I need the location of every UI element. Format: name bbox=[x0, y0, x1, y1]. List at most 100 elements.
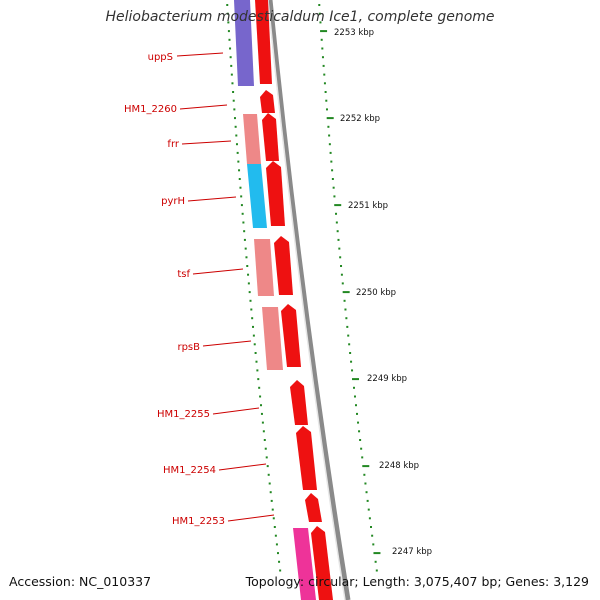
scale-tick bbox=[226, 12, 229, 15]
scale-tick bbox=[318, 12, 321, 15]
scale-tick bbox=[230, 73, 233, 76]
scale-tick bbox=[247, 282, 250, 285]
gene-pyrH-block[interactable] bbox=[247, 164, 267, 228]
scale-tick bbox=[346, 325, 349, 328]
scale-tick bbox=[359, 439, 362, 441]
gene-frr-arrow[interactable] bbox=[262, 113, 279, 161]
scale-tick bbox=[267, 473, 270, 476]
gene-rpsB-arrow[interactable] bbox=[281, 304, 301, 367]
scale-tick bbox=[373, 552, 381, 555]
kbp-label-2252: 2252 kbp bbox=[340, 114, 380, 124]
scale-tick bbox=[353, 395, 356, 398]
scale-tick bbox=[350, 360, 353, 363]
scale-tick bbox=[362, 465, 370, 468]
scale-tick bbox=[352, 386, 355, 389]
scale-tick bbox=[328, 143, 331, 146]
scale-tick bbox=[364, 482, 367, 485]
scale-tick bbox=[260, 404, 263, 407]
gene-magenta-block[interactable] bbox=[293, 528, 316, 600]
scale-tick bbox=[331, 178, 334, 180]
scale-tick bbox=[345, 317, 348, 320]
gene-HM1_2260-arrow[interactable] bbox=[260, 90, 275, 113]
scale-tick bbox=[367, 508, 370, 511]
gene-label-rpsB: rpsB bbox=[177, 342, 200, 353]
gene-tsf-block[interactable] bbox=[254, 239, 274, 296]
gene-label-tsf: tsf bbox=[177, 269, 190, 280]
scale-tick bbox=[245, 256, 248, 259]
scale-tick bbox=[325, 99, 328, 102]
gene-HM1_2254-arrow[interactable] bbox=[296, 426, 317, 490]
connector-HM1_2254 bbox=[218, 463, 267, 471]
scale-tick bbox=[366, 499, 369, 502]
scale-tick bbox=[330, 160, 333, 163]
scale-ticks-right bbox=[318, 4, 381, 572]
scale-tick bbox=[248, 291, 251, 294]
scale-tick bbox=[275, 543, 278, 546]
scale-tick bbox=[252, 334, 255, 337]
scale-tick bbox=[232, 91, 235, 93]
scale-tick bbox=[322, 64, 325, 67]
scale-tick bbox=[321, 56, 324, 59]
scale-tick bbox=[374, 560, 377, 563]
scale-tick bbox=[230, 64, 233, 67]
topology-text: Topology: circular; Length: 3,075,407 bp… bbox=[245, 574, 589, 589]
connector-frr bbox=[181, 140, 232, 145]
gene-label-uppS: uppS bbox=[148, 52, 173, 63]
gene-frr-block[interactable] bbox=[243, 114, 261, 164]
scale-tick bbox=[268, 482, 271, 485]
connector-tsf bbox=[192, 268, 244, 275]
connector-pyrH bbox=[187, 196, 237, 202]
gene-pyrH-arrow[interactable] bbox=[266, 161, 285, 226]
genome-title: Heliobacterium modesticaldum Ice1, compl… bbox=[105, 9, 495, 25]
scale-tick bbox=[318, 4, 321, 6]
scale-tick bbox=[234, 125, 237, 128]
scale-tick bbox=[342, 291, 350, 294]
scale-tick bbox=[265, 456, 268, 459]
scale-tick bbox=[332, 186, 335, 189]
scale-tick bbox=[321, 47, 324, 50]
scale-tick bbox=[327, 125, 330, 128]
scale-tick bbox=[240, 195, 243, 198]
scale-tick bbox=[263, 439, 266, 441]
scale-tick bbox=[340, 273, 343, 276]
scale-tick bbox=[325, 108, 328, 111]
scale-tick bbox=[243, 230, 246, 233]
scale-tick bbox=[259, 395, 262, 398]
scale-tick bbox=[261, 421, 264, 424]
scale-tick bbox=[270, 499, 273, 502]
scale-tick bbox=[344, 308, 347, 311]
scale-tick bbox=[360, 447, 363, 450]
connector-uppS bbox=[176, 52, 224, 57]
scale-tick bbox=[240, 204, 243, 207]
scale-tick bbox=[349, 352, 352, 354]
scale-tick bbox=[238, 178, 241, 180]
scale-tick bbox=[236, 151, 239, 154]
gene-uppS-inner[interactable] bbox=[255, 0, 272, 84]
scale-tick bbox=[335, 221, 338, 224]
gene-tsf-arrow[interactable] bbox=[274, 236, 293, 295]
gene-uppS-block[interactable] bbox=[234, 0, 254, 86]
scale-tick bbox=[375, 569, 378, 572]
gene-rpsB-block[interactable] bbox=[262, 307, 283, 370]
scale-tick bbox=[239, 186, 242, 189]
scale-tick bbox=[243, 238, 246, 241]
scale-tick bbox=[233, 108, 236, 111]
scale-tick bbox=[226, 4, 229, 6]
scale-tick bbox=[352, 378, 360, 381]
gene-HM1_2253-arrow[interactable] bbox=[305, 493, 322, 522]
scale-tick bbox=[324, 91, 327, 93]
connector-HM1_2255 bbox=[212, 407, 260, 415]
scale-tick bbox=[274, 534, 277, 537]
scale-tick bbox=[254, 352, 257, 354]
gene-bottom-arrow[interactable] bbox=[311, 526, 333, 600]
scale-tick bbox=[329, 151, 332, 154]
gene-HM1_2255-arrow[interactable] bbox=[290, 380, 308, 425]
scale-tick bbox=[253, 343, 256, 346]
scale-tick bbox=[341, 282, 344, 285]
scale-tick bbox=[247, 273, 250, 276]
scale-ticks-left bbox=[226, 4, 282, 572]
scale-tick bbox=[368, 517, 371, 520]
scale-tick bbox=[269, 491, 272, 494]
scale-tick bbox=[271, 508, 274, 511]
scale-tick bbox=[256, 369, 259, 372]
